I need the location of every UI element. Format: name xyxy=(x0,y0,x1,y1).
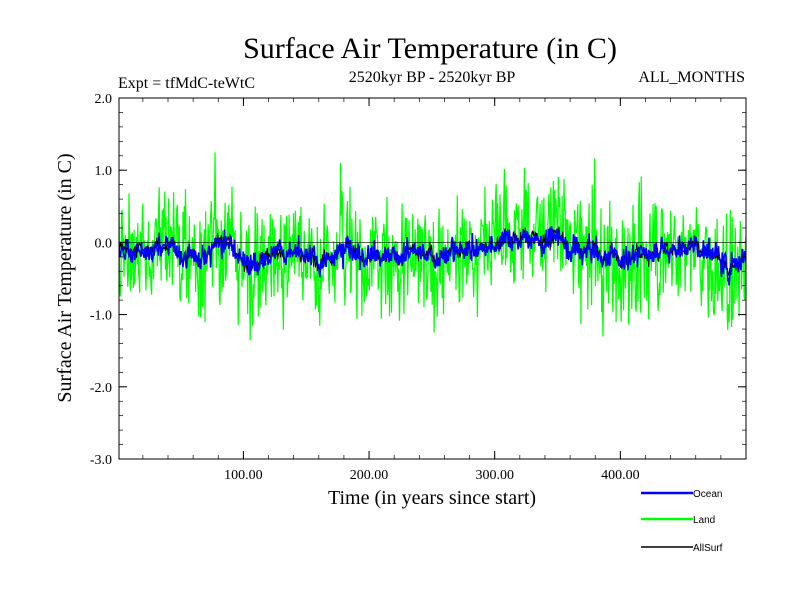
y-tick-label: 0.0 xyxy=(95,236,113,251)
legend-label-allsurf: AllSurf xyxy=(693,543,723,554)
x-axis-ticks: 100.00 200.00 300.00 400.00 xyxy=(142,98,722,483)
y-tick-label: 1.0 xyxy=(95,164,113,179)
series-line-ocean xyxy=(119,226,746,286)
x-tick-label: 200.00 xyxy=(350,468,389,483)
period-label: 2520kyr BP - 2520kyr BP xyxy=(349,69,516,86)
experiment-label: Expt = tfMdC-teWtC xyxy=(118,75,255,92)
legend-label-ocean: Ocean xyxy=(693,489,722,500)
months-label: ALL_MONTHS xyxy=(638,69,745,86)
y-tick-label: 2.0 xyxy=(95,92,113,107)
x-tick-label: 300.00 xyxy=(475,468,514,483)
legend: Ocean Land AllSurf xyxy=(641,489,723,554)
x-axis-label: Time (in years since start) xyxy=(328,487,536,509)
chart-title: Surface Air Temperature (in C) xyxy=(243,32,617,65)
y-axis-ticks: 2.0 1.0 0.0 -1.0 -2.0 -3.0 xyxy=(90,92,746,468)
series-line-land xyxy=(119,152,746,341)
x-tick-label: 400.00 xyxy=(601,468,640,483)
y-tick-label: -3.0 xyxy=(90,453,112,468)
x-tick-label: 100.00 xyxy=(224,468,263,483)
legend-label-land: Land xyxy=(693,515,715,526)
plot-frame xyxy=(118,97,747,460)
y-axis-label: Surface Air Temperature (in C) xyxy=(54,153,76,402)
y-tick-label: -1.0 xyxy=(90,309,112,324)
y-tick-label: -2.0 xyxy=(90,381,112,396)
